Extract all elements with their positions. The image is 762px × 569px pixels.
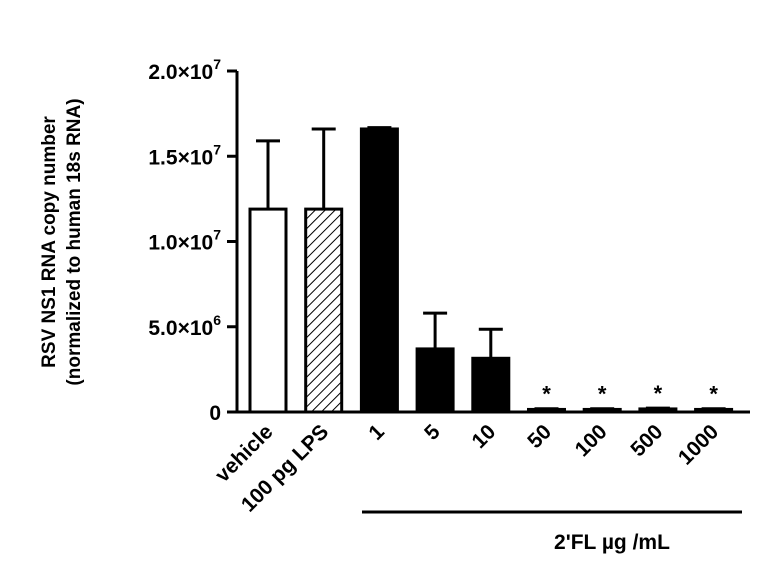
y-tick-label: 2.0×107 bbox=[148, 56, 221, 84]
bar bbox=[304, 207, 344, 414]
y-tick-label: 1.5×107 bbox=[148, 141, 221, 169]
group-label: 2'FL µg /mL bbox=[554, 531, 670, 554]
x-tick-label: 1000 bbox=[674, 420, 723, 469]
x-tick-label: 5 bbox=[420, 420, 445, 445]
significance-marker: * bbox=[542, 381, 551, 406]
x-tick-label: 100 bbox=[571, 420, 612, 461]
x-tick-label: 10 bbox=[468, 420, 501, 453]
bars: * * * * bbox=[237, 126, 750, 414]
significance-marker: * bbox=[709, 381, 718, 406]
y-tick-label: 1.0×107 bbox=[148, 227, 221, 255]
y-axis-title-line2: (normalized to human 18s RNA) bbox=[64, 98, 85, 385]
significance-marker: * bbox=[654, 381, 663, 406]
bar bbox=[471, 356, 511, 414]
y-axis: 0 5.0×106 1.0×107 1.5×107 2.0×107 bbox=[148, 56, 239, 425]
x-tick-label: 500 bbox=[626, 420, 667, 461]
x-tick-label: 50 bbox=[523, 420, 556, 453]
x-tick-label: 1 bbox=[364, 420, 389, 445]
bar bbox=[415, 347, 455, 414]
y-axis-title-line1: RSV NS1 RNA copy number bbox=[39, 116, 60, 368]
y-tick-label: 5.0×106 bbox=[148, 312, 221, 340]
significance-marker: * bbox=[598, 381, 607, 406]
bar bbox=[359, 127, 399, 414]
bar bbox=[248, 207, 288, 414]
y-tick-label: 0 bbox=[209, 402, 221, 425]
